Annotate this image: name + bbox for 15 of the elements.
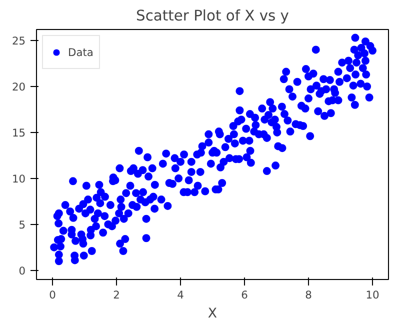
- legend-label: Data: [68, 46, 94, 58]
- x-tick-label: 2: [113, 288, 120, 302]
- y-tick-label: 10: [12, 172, 26, 186]
- y-tick-label: 15: [12, 126, 26, 140]
- x-tick-label: 6: [241, 288, 248, 302]
- y-tick-label: 0: [18, 264, 26, 278]
- chart-title: Scatter Plot of X vs y: [136, 8, 290, 24]
- y-tick-label: 25: [12, 34, 26, 48]
- y-tick-label: 5: [18, 218, 26, 232]
- x-tick-label: 0: [49, 288, 56, 302]
- x-tick-label: 10: [366, 288, 380, 302]
- x-tick-label: 4: [177, 288, 184, 302]
- x-axis-title: X: [208, 306, 218, 322]
- y-tick-label: 20: [12, 80, 26, 94]
- x-tick-label: 8: [305, 288, 312, 302]
